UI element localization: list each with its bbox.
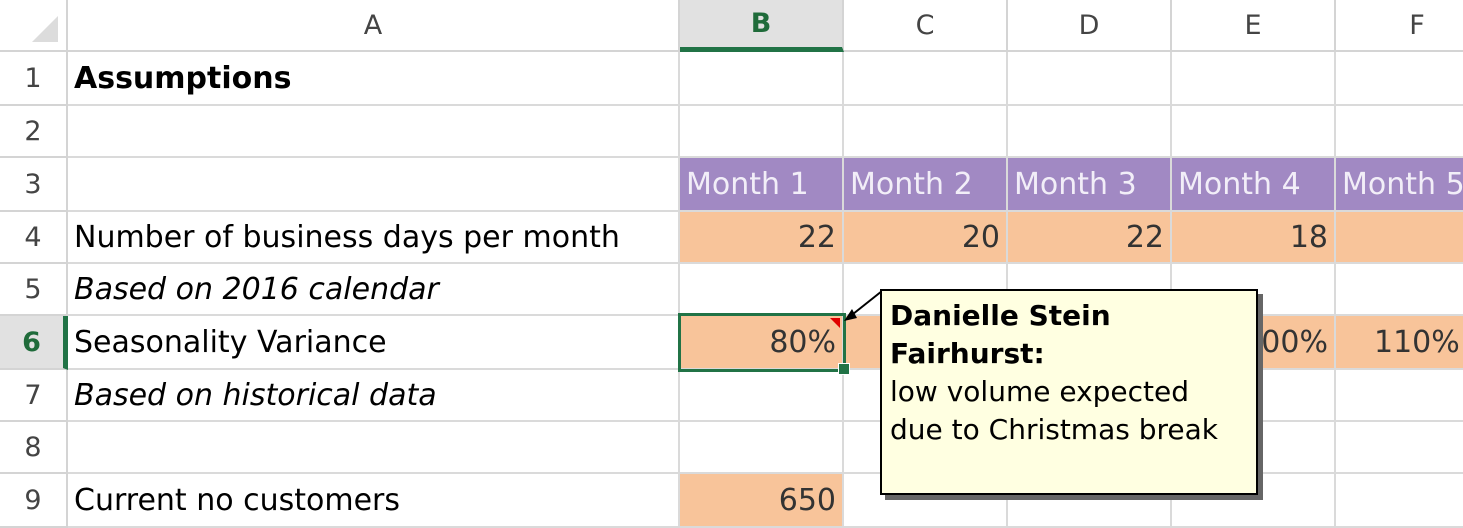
cell-f5[interactable]: [1336, 264, 1463, 316]
cell-b5[interactable]: [680, 264, 844, 316]
comment-text: low volume expected due to Christmas bre…: [890, 375, 1219, 446]
cell-e1[interactable]: [1172, 52, 1336, 106]
row-header-2[interactable]: 2: [0, 106, 68, 158]
row-header-7[interactable]: 7: [0, 370, 68, 422]
column-header-c[interactable]: C: [844, 0, 1008, 52]
row-header-8[interactable]: 8: [0, 422, 68, 474]
comment-author: Danielle Stein Fairhurst:: [890, 299, 1111, 370]
cell-a8[interactable]: [68, 422, 680, 474]
cell-e4[interactable]: 18: [1172, 212, 1336, 264]
month-header-3[interactable]: Month 3: [1008, 158, 1172, 212]
cell-d2[interactable]: [1008, 106, 1172, 158]
cell-comment-box[interactable]: Danielle Stein Fairhurst: low volume exp…: [880, 289, 1258, 495]
cell-a2[interactable]: [68, 106, 680, 158]
cell-f4[interactable]: [1336, 212, 1463, 264]
cell-f8[interactable]: [1336, 422, 1463, 474]
cell-a5[interactable]: Based on 2016 calendar: [68, 264, 680, 316]
column-header-b[interactable]: B: [680, 0, 844, 52]
cell-f9[interactable]: [1336, 474, 1463, 528]
cell-b6[interactable]: 80%: [680, 316, 844, 370]
column-header-a[interactable]: A: [68, 0, 680, 52]
cell-d4[interactable]: 22: [1008, 212, 1172, 264]
select-all-corner[interactable]: [0, 0, 68, 52]
cell-b2[interactable]: [680, 106, 844, 158]
row-header-9[interactable]: 9: [0, 474, 68, 528]
fill-handle[interactable]: [838, 363, 850, 375]
cell-f1[interactable]: [1336, 52, 1463, 106]
cell-f7[interactable]: [1336, 370, 1463, 422]
cell-c1[interactable]: [844, 52, 1008, 106]
cell-a1[interactable]: Assumptions: [68, 52, 680, 106]
month-header-1[interactable]: Month 1: [680, 158, 844, 212]
month-header-5[interactable]: Month 5: [1336, 158, 1463, 212]
cell-d1[interactable]: [1008, 52, 1172, 106]
cell-c9[interactable]: [844, 474, 1008, 528]
cell-a3[interactable]: [68, 158, 680, 212]
column-header-d[interactable]: D: [1008, 0, 1172, 52]
row-header-3[interactable]: 3: [0, 158, 68, 212]
cell-b7[interactable]: [680, 370, 844, 422]
month-header-4[interactable]: Month 4: [1172, 158, 1336, 212]
cell-c4[interactable]: 20: [844, 212, 1008, 264]
cell-b1[interactable]: [680, 52, 844, 106]
cell-e9[interactable]: [1172, 474, 1336, 528]
cell-b8[interactable]: [680, 422, 844, 474]
column-header-e[interactable]: E: [1172, 0, 1336, 52]
cell-b9[interactable]: 650: [680, 474, 844, 528]
row-header-1[interactable]: 1: [0, 52, 68, 106]
cell-f6[interactable]: 110%: [1336, 316, 1463, 370]
row-header-6[interactable]: 6: [0, 316, 68, 370]
month-header-2[interactable]: Month 2: [844, 158, 1008, 212]
row-header-4[interactable]: 4: [0, 212, 68, 264]
cell-a7[interactable]: Based on historical data: [68, 370, 680, 422]
cell-b4[interactable]: 22: [680, 212, 844, 264]
comment-indicator-icon[interactable]: [830, 318, 840, 328]
cell-d9[interactable]: [1008, 474, 1172, 528]
cell-c2[interactable]: [844, 106, 1008, 158]
select-all-triangle-icon: [32, 16, 58, 42]
cell-a6[interactable]: Seasonality Variance: [68, 316, 680, 370]
cell-e2[interactable]: [1172, 106, 1336, 158]
column-header-f[interactable]: F: [1336, 0, 1463, 52]
cell-f2[interactable]: [1336, 106, 1463, 158]
row-header-5[interactable]: 5: [0, 264, 68, 316]
cell-a4[interactable]: Number of business days per month: [68, 212, 680, 264]
cell-a9[interactable]: Current no customers: [68, 474, 680, 528]
